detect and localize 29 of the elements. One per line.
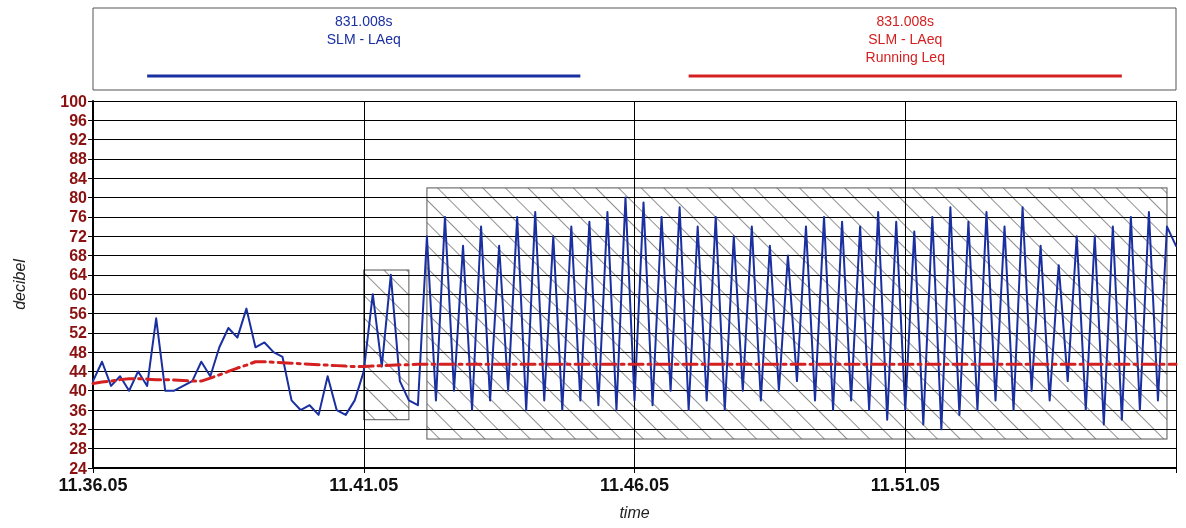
x-tick-label: 11.46.05: [599, 475, 670, 495]
y-tick-label: 64: [69, 266, 88, 284]
y-axis-title: decibel: [10, 258, 28, 310]
text: 831.008s SLM - LAeq: [326, 13, 401, 47]
y-tick-label: 96: [69, 111, 88, 129]
y-tick-label: 92: [69, 131, 88, 149]
x-tick-label: 11.51.05: [870, 475, 940, 495]
y-tick-label: 68: [69, 247, 88, 265]
y-tick-label: 44: [69, 362, 88, 380]
y-tick-label: 80: [69, 189, 88, 207]
x-tick-label: 11.41.05: [329, 475, 399, 495]
y-tick-label: 48: [69, 343, 88, 361]
y-tick-label: 28: [69, 440, 88, 458]
x-tick-label: 11.36.05: [58, 475, 128, 495]
y-tick-label: 24: [69, 459, 88, 477]
y-tick-label: 76: [69, 208, 88, 226]
y-tick-label: 52: [69, 324, 88, 342]
y-tick-label: 100: [60, 92, 88, 110]
y-tick-label: 56: [69, 304, 88, 322]
y-tick-label: 36: [69, 401, 88, 419]
line-series: [91, 360, 1178, 385]
y-tick-label: 72: [69, 227, 88, 245]
text: 831.008s SLM - LAeq Running Leq: [865, 13, 945, 65]
x-axis-title: time: [619, 503, 650, 521]
y-tick-label: 60: [69, 285, 88, 303]
y-tick-label: 32: [69, 420, 88, 438]
y-tick-label: 40: [69, 382, 88, 400]
y-tick-label: 84: [69, 169, 88, 187]
y-tick-label: 88: [69, 150, 88, 168]
